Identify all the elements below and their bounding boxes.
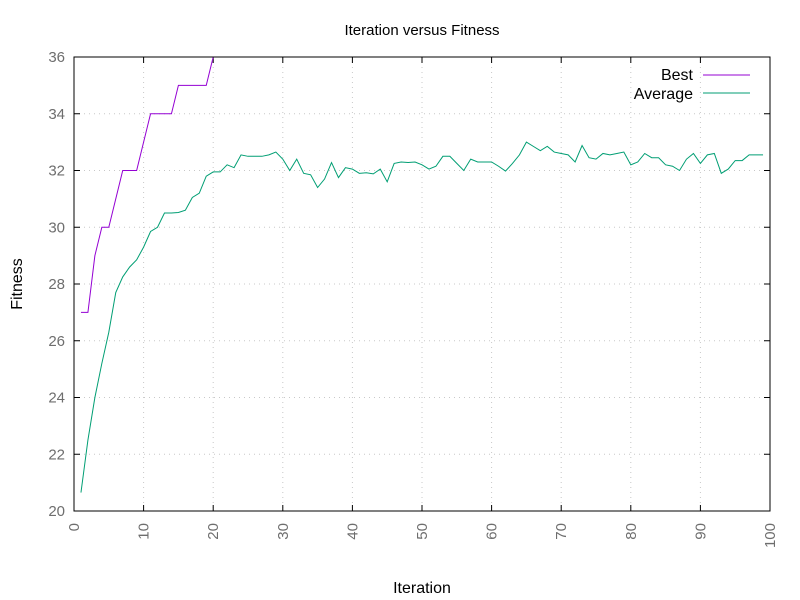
x-tick-label: 80 [623,523,640,540]
x-tick-label: 0 [66,523,83,531]
y-tick-label: 32 [48,163,65,180]
series-line-average [80,141,764,493]
grid-lines [74,57,770,511]
x-tick-label: 10 [136,523,153,540]
x-tick-label: 60 [484,523,501,540]
y-axis-label: Fitness [9,258,26,310]
y-tick-label: 30 [48,219,65,236]
y-tick-label: 28 [48,276,65,293]
legend-label-best: Best [661,67,694,84]
y-tick-label: 20 [48,503,65,520]
x-tick-label: 100 [762,523,779,548]
legend: Best Average [634,67,750,103]
axis-ticks: 0 10 20 30 40 50 60 70 80 90 100 20 22 24 26 28 30 32 34 36 [48,49,779,548]
x-tick-label: 90 [692,523,709,540]
x-tick-label: 30 [275,523,292,540]
legend-label-average: Average [634,86,693,103]
chart-title: Iteration versus Fitness [344,22,499,39]
x-tick-label: 20 [205,523,222,540]
x-tick-label: 50 [414,523,431,540]
y-tick-label: 24 [48,390,65,407]
y-tick-label: 34 [48,106,65,123]
y-tick-label: 26 [48,333,65,350]
plot-frame [73,56,771,512]
x-axis-label: Iteration [393,580,451,597]
x-tick-label: 40 [344,523,361,540]
y-tick-label: 22 [48,446,65,463]
y-tick-label: 36 [48,49,65,66]
x-tick-label: 70 [553,523,570,540]
